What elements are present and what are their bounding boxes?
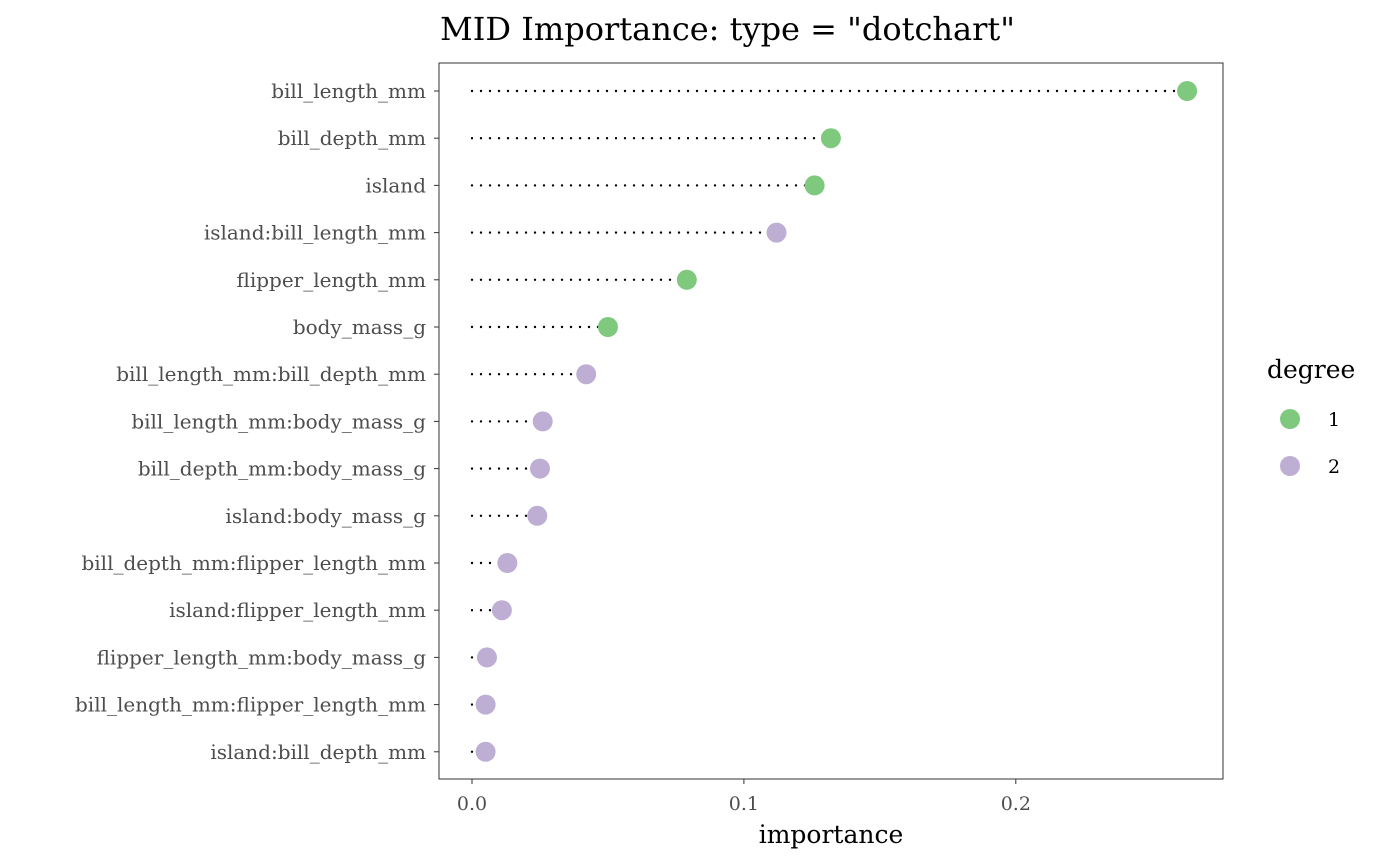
data-point — [476, 647, 497, 668]
y-tick-label: bill_length_mm:bill_depth_mm — [116, 362, 426, 386]
y-tick-label: flipper_length_mm:body_mass_g — [97, 645, 427, 669]
y-tick-label: island — [365, 173, 426, 197]
y-tick-label: bill_depth_mm:flipper_length_mm — [81, 551, 426, 575]
data-point — [475, 694, 496, 715]
y-tick-label: island:bill_length_mm — [204, 221, 426, 245]
y-tick-label: island:bill_depth_mm — [210, 740, 426, 764]
x-axis-ticks: 0.0 0.1 0.2 — [457, 779, 1031, 815]
legend-label: 2 — [1328, 456, 1340, 478]
legend-key — [1280, 409, 1300, 429]
plot-panel — [438, 62, 1224, 780]
data-point — [491, 600, 512, 621]
data-point — [676, 269, 697, 290]
legend-title: degree — [1267, 355, 1355, 384]
data-point — [1177, 81, 1198, 101]
x-tick-label: 0.0 — [457, 793, 487, 815]
y-tick-label: bill_length_mm:body_mass_g — [131, 409, 426, 433]
y-tick-label: bill_depth_mm:body_mass_g — [138, 457, 426, 481]
y-tick-label: flipper_length_mm — [236, 268, 426, 292]
legend-label: 1 — [1328, 409, 1340, 431]
x-tick-label: 0.2 — [1001, 793, 1031, 815]
data-point — [820, 128, 841, 149]
data-point — [804, 175, 825, 196]
data-point — [766, 222, 787, 243]
data-point — [475, 741, 496, 762]
y-tick-label: island:body_mass_g — [225, 504, 426, 528]
x-axis-label: importance — [759, 820, 904, 849]
data-point — [576, 364, 597, 385]
data-point — [532, 411, 553, 432]
legend-key — [1280, 456, 1300, 476]
data-points — [475, 81, 1198, 762]
x-tick-label: 0.1 — [729, 793, 759, 815]
y-tick-label: bill_length_mm — [271, 79, 426, 103]
data-point — [497, 553, 518, 573]
y-tick-label: bill_length_mm:flipper_length_mm — [75, 693, 426, 717]
y-tick-label: bill_depth_mm — [278, 126, 426, 150]
y-tick-label: island:flipper_length_mm — [169, 598, 426, 622]
data-point — [529, 458, 550, 479]
legend-entries: 12 — [1280, 409, 1340, 478]
chart-title: MID Importance: type = "dotchart" — [440, 10, 1015, 48]
legend: degree 12 — [1267, 355, 1355, 478]
data-point — [597, 317, 618, 337]
dotted-segments — [470, 89, 1189, 753]
data-point — [527, 505, 548, 526]
y-tick-label: body_mass_g — [293, 315, 426, 339]
